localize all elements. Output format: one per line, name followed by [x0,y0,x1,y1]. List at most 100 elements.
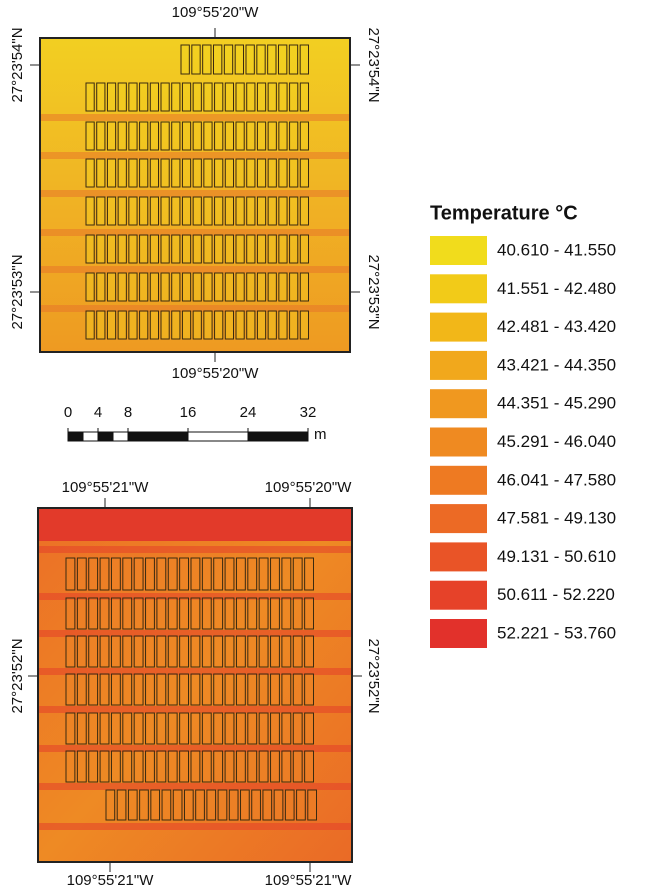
plot-outline [85,310,95,340]
legend-label: 43.421 - 44.350 [497,355,616,374]
plot-outline [278,82,288,112]
plot-outline [203,272,213,302]
plot-outline [224,712,235,745]
plot-outline [281,557,292,591]
scale-segment [112,431,129,442]
hot-strip [39,745,351,752]
plot-outline [304,673,314,706]
plot-outline [202,44,212,75]
plot-outline [256,44,266,75]
plot-outline [267,158,277,188]
plot-outline [181,310,192,340]
legend-label: 52.221 - 53.760 [497,623,616,642]
plot-outline [235,712,246,745]
legend-label: 45.291 - 46.040 [497,432,616,451]
plot-outline [181,158,192,188]
plot-outline [267,82,277,112]
plot-outline [106,196,117,226]
plot-outline [224,597,235,630]
plot-outline [96,158,106,188]
plot-outline [246,196,256,226]
plot-outline [235,196,245,226]
legend-label: 47.581 - 49.130 [497,509,616,528]
plot-outline [96,196,106,226]
plot-outline [117,272,127,302]
longitude-label: 109°55'20"W [172,4,260,21]
plot-outline [224,121,235,151]
plot-outline [289,158,299,188]
plot-outline [179,597,190,630]
plot-outline [190,635,201,668]
plot-outline [289,196,299,226]
plot-outline [235,310,245,340]
plot-outline [128,121,138,151]
plot-outline [88,673,99,706]
plot-outline [122,712,133,745]
scale-segment [97,431,114,442]
legend-swatch [430,350,487,380]
plot-outline [167,557,178,591]
plot-outline [270,557,280,591]
plot-outline [105,789,116,821]
plot-outline [85,234,95,264]
plot-outline [139,789,149,821]
plot-outline [160,272,170,302]
plot-outline [192,196,202,226]
plot-outline [156,673,167,706]
plot-outline [179,557,190,591]
plot-outline [289,310,299,340]
plot-outline [247,750,258,783]
plot-outline [122,635,133,668]
plot-outline [139,310,149,340]
plot-outline [213,635,224,668]
plot-outline [246,272,256,302]
plot-outline [258,635,269,668]
plot-outline [224,310,235,340]
plot-outline [299,158,309,188]
plot-outline [99,712,110,745]
plot-outline [85,196,95,226]
plot-outline [256,310,267,340]
plot-outline [267,310,277,340]
plot-outline [171,310,181,340]
plot-outline [224,234,235,264]
plot-outline [96,310,106,340]
plot-outline [304,712,314,745]
plot-outline [270,750,280,783]
plot-outline [192,82,202,112]
legend-swatch [430,427,487,457]
plot-outline [171,158,181,188]
plot-outline [191,44,201,75]
plot-outline [116,789,127,821]
legend-swatch [430,619,487,648]
plot-outline [65,557,76,591]
plot-outline [201,635,212,668]
plot-outline [106,234,117,264]
plot-outline [235,597,246,630]
hot-strip [41,229,349,236]
plot-outline [180,44,190,75]
plot-outline [304,750,314,783]
map-frame [37,507,353,863]
plot-outline [117,310,127,340]
plot-outline [149,234,160,264]
latitude-label: 27°23'53"N [365,254,382,329]
plot-outline [307,789,317,821]
legend-label: 41.551 - 42.480 [497,279,616,298]
plot-outline [106,121,117,151]
plot-outline [65,750,76,783]
scale-bar: 0 4 8 16 24 32 m [64,404,327,443]
legend-swatch [430,274,487,304]
plot-outline [258,673,269,706]
plot-outline [235,234,245,264]
plot-outline [213,673,224,706]
plot-outline [278,158,288,188]
plot-outline [292,635,303,668]
plot-outline [235,673,246,706]
plot-outline [149,121,160,151]
plot-outline [99,635,110,668]
plot-outline [289,121,299,151]
plot-outline [65,673,76,706]
plot-outline [128,234,138,264]
